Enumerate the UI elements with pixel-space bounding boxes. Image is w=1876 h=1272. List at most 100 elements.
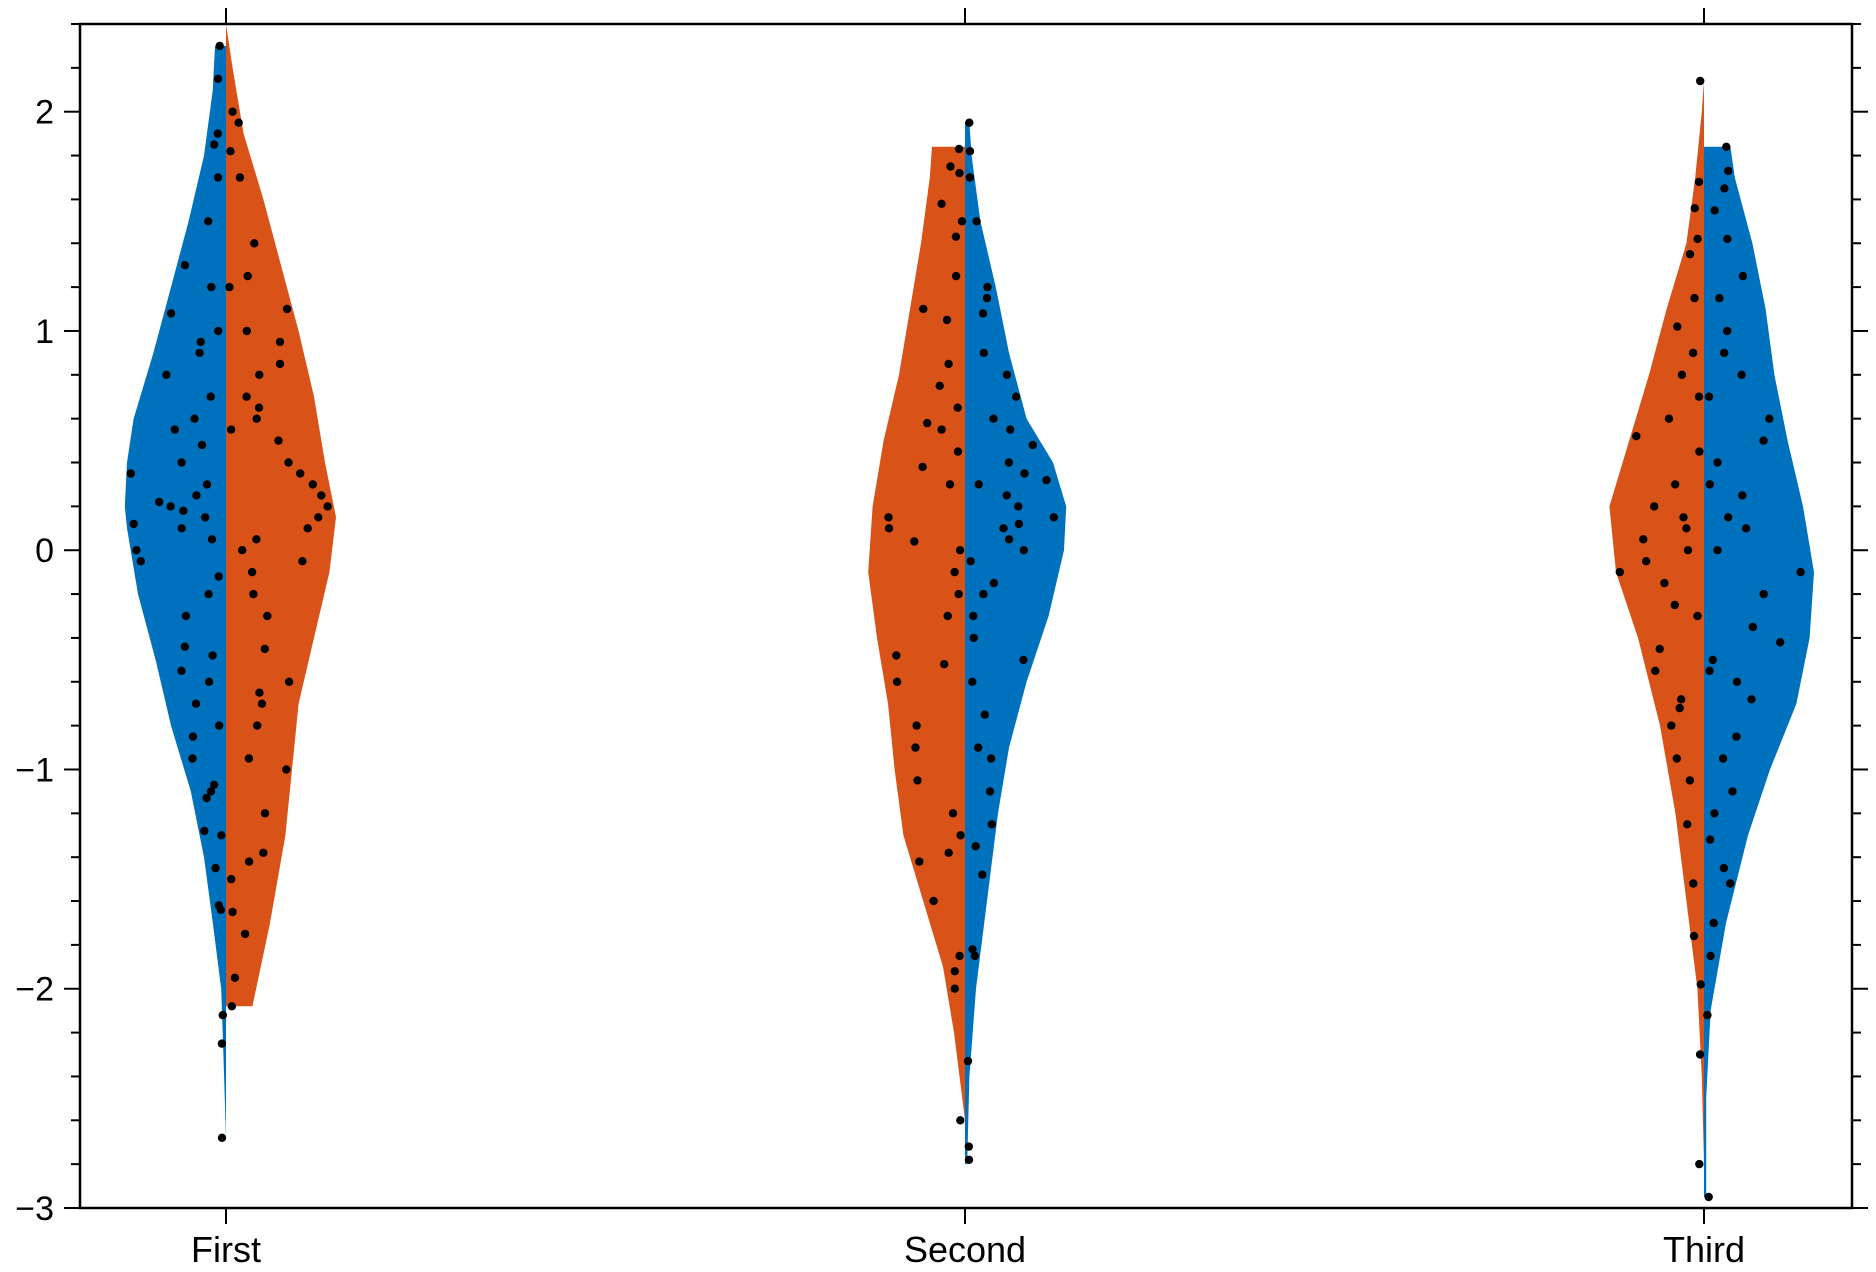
data-point bbox=[980, 710, 989, 719]
data-point bbox=[1710, 206, 1719, 215]
data-point bbox=[249, 589, 258, 599]
data-point bbox=[1708, 655, 1718, 665]
violin-third-right bbox=[1704, 146, 1814, 1197]
data-point bbox=[956, 831, 965, 840]
data-point bbox=[208, 651, 217, 660]
data-point bbox=[188, 732, 198, 741]
data-point bbox=[1651, 666, 1660, 675]
data-point bbox=[240, 929, 250, 939]
data-point bbox=[915, 857, 924, 866]
data-point bbox=[966, 557, 975, 566]
data-point bbox=[230, 973, 240, 982]
data-point bbox=[982, 293, 992, 303]
data-point bbox=[1759, 589, 1768, 599]
data-point bbox=[238, 546, 247, 555]
y-tick-label: −2 bbox=[15, 971, 54, 1009]
data-point bbox=[884, 513, 893, 522]
data-point bbox=[284, 458, 293, 467]
data-point bbox=[968, 677, 977, 686]
data-point bbox=[1723, 326, 1732, 336]
data-point bbox=[989, 578, 999, 588]
data-point bbox=[968, 945, 977, 954]
data-point bbox=[218, 1010, 227, 1020]
data-point bbox=[227, 874, 236, 884]
data-point bbox=[228, 907, 237, 917]
data-point bbox=[1028, 440, 1038, 450]
data-point bbox=[1642, 557, 1651, 566]
data-point bbox=[1704, 1192, 1713, 1202]
data-point bbox=[284, 677, 294, 686]
data-point bbox=[1706, 951, 1715, 961]
data-point bbox=[296, 469, 305, 478]
data-point bbox=[244, 857, 254, 866]
data-point bbox=[235, 173, 245, 182]
data-point bbox=[1042, 475, 1051, 485]
violin-layer bbox=[124, 24, 1814, 1197]
data-point bbox=[983, 282, 992, 292]
x-axis: First Second Third bbox=[191, 8, 1745, 1270]
data-point bbox=[987, 820, 996, 829]
data-point bbox=[1693, 611, 1702, 621]
data-point bbox=[892, 651, 901, 660]
data-point bbox=[282, 304, 292, 314]
y-tick-label: 0 bbox=[35, 532, 54, 570]
data-point bbox=[1672, 754, 1682, 763]
data-point bbox=[1765, 414, 1774, 423]
data-point bbox=[217, 1133, 227, 1143]
y-tick-label: 2 bbox=[35, 94, 54, 132]
data-point bbox=[1688, 348, 1698, 358]
data-point bbox=[1673, 322, 1682, 331]
data-point bbox=[226, 425, 236, 434]
data-point bbox=[1679, 513, 1688, 522]
data-point bbox=[929, 896, 938, 906]
data-point bbox=[210, 140, 219, 149]
data-point bbox=[1710, 809, 1719, 818]
data-point bbox=[1685, 776, 1695, 785]
data-point bbox=[1759, 436, 1768, 445]
data-point bbox=[943, 611, 952, 621]
data-point bbox=[951, 271, 961, 281]
data-point bbox=[227, 1002, 236, 1011]
data-point bbox=[923, 418, 932, 428]
data-point bbox=[965, 147, 975, 156]
data-point bbox=[985, 787, 995, 796]
data-point bbox=[217, 1039, 227, 1048]
data-point bbox=[964, 1142, 973, 1151]
data-point bbox=[957, 217, 967, 226]
data-point bbox=[1703, 1010, 1712, 1020]
data-point bbox=[1632, 432, 1641, 441]
data-point bbox=[937, 425, 946, 434]
data-point bbox=[986, 754, 996, 763]
data-point bbox=[259, 848, 268, 857]
data-point bbox=[1723, 234, 1732, 244]
data-point bbox=[1020, 469, 1029, 478]
data-point bbox=[1011, 392, 1021, 401]
data-point bbox=[255, 688, 264, 697]
data-point bbox=[989, 414, 998, 423]
violin-third-left bbox=[1609, 81, 1704, 1165]
data-point bbox=[1667, 721, 1676, 730]
data-point bbox=[201, 513, 210, 522]
data-point bbox=[188, 754, 197, 763]
data-point bbox=[1719, 863, 1729, 873]
data-point bbox=[935, 381, 944, 390]
data-point bbox=[1660, 578, 1669, 588]
y-axis: −3 −2 −1 0 1 2 bbox=[15, 23, 1868, 1228]
data-point bbox=[1639, 535, 1648, 544]
data-point bbox=[912, 721, 921, 730]
data-point bbox=[942, 315, 952, 325]
data-point bbox=[308, 480, 317, 489]
data-point bbox=[244, 754, 254, 763]
data-point bbox=[155, 497, 164, 507]
data-point bbox=[1014, 519, 1024, 529]
data-point bbox=[1049, 513, 1059, 522]
data-point bbox=[1004, 458, 1014, 467]
data-point bbox=[1720, 348, 1729, 358]
data-point bbox=[964, 1155, 974, 1165]
data-point bbox=[1650, 502, 1659, 511]
violin-first-right bbox=[226, 24, 336, 1007]
data-point bbox=[252, 414, 261, 423]
data-point bbox=[1690, 293, 1699, 303]
data-point bbox=[944, 848, 953, 857]
data-point bbox=[162, 370, 171, 379]
